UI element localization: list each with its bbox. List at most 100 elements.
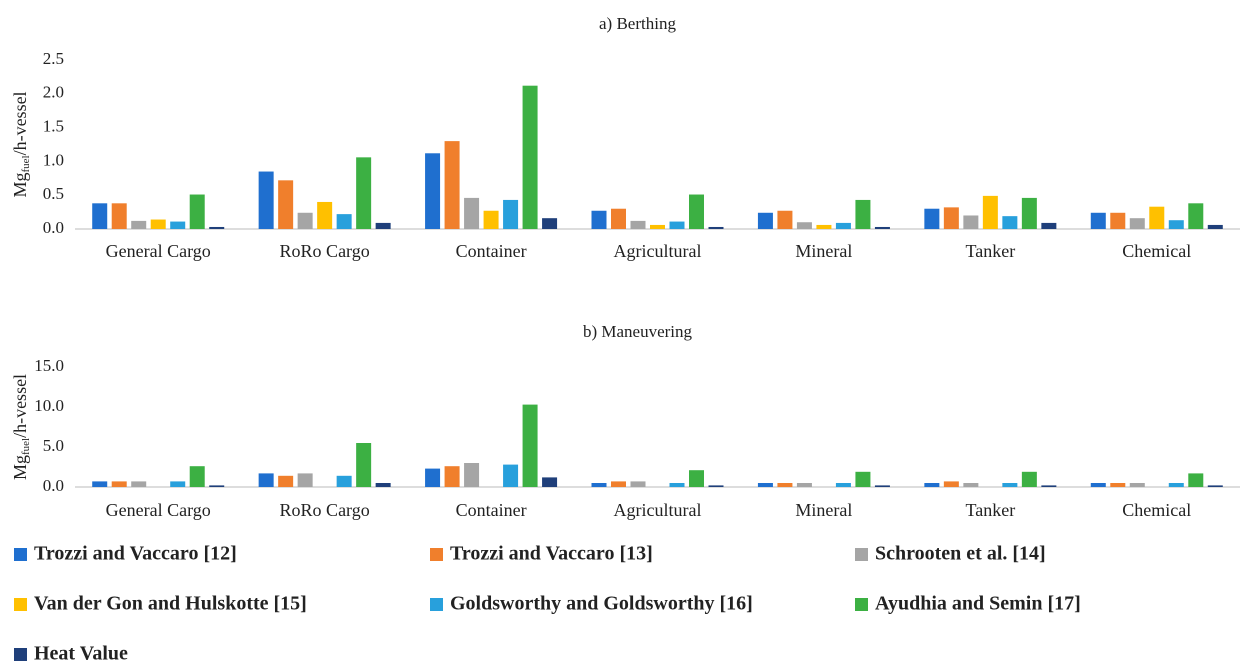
bar (1207, 224, 1223, 229)
bar (1090, 483, 1106, 487)
bar (1168, 220, 1184, 229)
y-tick-label: 10.0 (34, 396, 64, 415)
bar (630, 220, 646, 229)
bar (630, 481, 646, 487)
bar (611, 481, 626, 487)
y-tick-label: 15.0 (34, 356, 64, 375)
bar (336, 475, 352, 487)
bar (777, 483, 793, 487)
bar (150, 219, 166, 229)
y-tick-label: 0.5 (43, 184, 64, 203)
x-tick-label: RoRo Cargo (280, 241, 370, 261)
bar (522, 404, 538, 487)
chart-title: a) Berthing (599, 14, 676, 33)
bar (111, 481, 127, 487)
legend-label: Trozzi and Vaccaro [12] (34, 543, 237, 565)
y-axis-label-part: Mg (10, 455, 30, 480)
bar (874, 226, 890, 229)
bar (278, 180, 294, 229)
y-axis-label-part: fuel (20, 155, 32, 172)
bar (425, 468, 441, 487)
bar (1002, 216, 1018, 229)
y-tick-label: 0.0 (43, 218, 64, 237)
x-tick-label: Mineral (795, 241, 852, 261)
x-tick-label: Agricultural (614, 241, 702, 261)
bar (542, 218, 558, 229)
bar (522, 85, 538, 229)
bar (375, 222, 391, 229)
bar (356, 443, 372, 487)
bar (170, 481, 186, 487)
bar (1129, 483, 1145, 487)
bar (1090, 212, 1106, 229)
x-tick-label: General Cargo (106, 500, 211, 520)
bar (317, 201, 333, 229)
x-tick-label: Tanker (965, 500, 1015, 520)
bar (591, 210, 607, 229)
bar (796, 222, 812, 229)
bar (258, 171, 274, 229)
y-axis-label-part: fuel (20, 438, 32, 455)
bar (835, 222, 851, 229)
y-axis-label-part: /h-vessel (10, 91, 30, 155)
y-axis-label: Mgfuel/h-vessel (10, 91, 31, 197)
y-tick-label: 1.0 (43, 150, 64, 169)
legend-label: Schrooten et al. [14] (875, 543, 1046, 565)
bar (669, 221, 685, 229)
legend-swatch (14, 648, 27, 661)
bar (943, 207, 959, 229)
x-tick-label: Chemical (1122, 500, 1191, 520)
bar (708, 226, 724, 229)
y-axis-label: Mgfuel/h-vessel (10, 374, 31, 480)
bar (943, 481, 959, 487)
bar (1041, 222, 1057, 229)
x-tick-label: RoRo Cargo (280, 500, 370, 520)
bar (924, 483, 940, 487)
bar (1002, 483, 1018, 487)
bar (1168, 483, 1184, 487)
bar (258, 473, 274, 487)
bar (356, 157, 372, 229)
bar (689, 194, 704, 229)
bar (1188, 203, 1204, 229)
bar (92, 203, 108, 229)
bar (816, 224, 832, 229)
bar (425, 153, 441, 229)
bar (1021, 471, 1037, 487)
bar (111, 203, 127, 229)
bar (777, 210, 793, 229)
x-tick-label: Container (456, 500, 527, 520)
bar (464, 197, 480, 229)
bar (855, 199, 871, 229)
legend-swatch (430, 548, 443, 561)
bar (796, 483, 812, 487)
bar (963, 483, 979, 487)
x-tick-label: Tanker (965, 241, 1015, 261)
x-tick-label: Container (456, 241, 527, 261)
x-tick-label: Mineral (795, 500, 852, 520)
bar (708, 485, 724, 487)
bar (297, 473, 313, 487)
legend-swatch (855, 598, 868, 611)
x-tick-label: Chemical (1122, 241, 1191, 261)
bar (963, 215, 979, 229)
bar (1149, 206, 1165, 229)
y-axis-label-part: /h-vessel (10, 374, 30, 438)
y-tick-label: 0.0 (43, 476, 64, 495)
bar (444, 466, 460, 487)
legend-swatch (14, 548, 27, 561)
bar (650, 224, 665, 229)
bar (1129, 218, 1145, 229)
bar (375, 483, 391, 487)
legend-label: Goldsworthy and Goldsworthy [16] (450, 593, 753, 615)
bar (1188, 473, 1204, 487)
legend-label: Heat Value (34, 643, 128, 665)
bar (131, 481, 147, 487)
bar (1110, 483, 1126, 487)
bar (483, 210, 499, 229)
bar (1110, 212, 1126, 229)
y-tick-label: 1.5 (43, 117, 64, 136)
bar (464, 463, 480, 487)
legend-label: Van der Gon and Hulskotte [15] (34, 593, 307, 615)
bar (189, 194, 205, 229)
